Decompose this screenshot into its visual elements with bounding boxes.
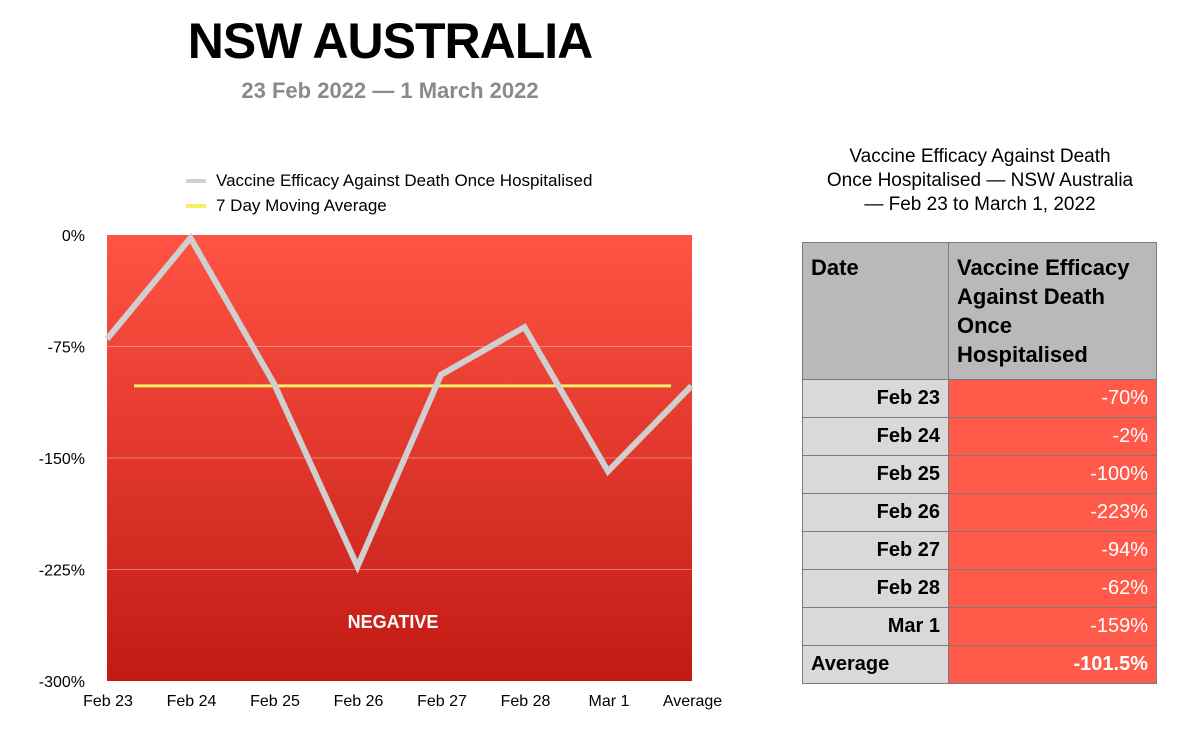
negative-annotation: NEGATIVE [348, 612, 439, 632]
efficacy-line [104, 232, 694, 574]
x-tick-label: Feb 23 [83, 693, 133, 710]
line-chart: 0% -75% -150% -225% -300% Feb 23 Feb 24 Feb 25… [39, 228, 723, 710]
efficacy-table: Date Vaccine Efficacy Against Death Once… [802, 242, 1157, 684]
legend-swatch-average [186, 203, 206, 208]
date-cell: Feb 26 [802, 493, 949, 532]
x-tick-label: Feb 26 [334, 693, 384, 710]
date-cell: Feb 27 [802, 531, 949, 570]
x-axis-ticks: Feb 23 Feb 24 Feb 25 Feb 26 Feb 27 Feb 28 Mar … [83, 693, 722, 710]
date-column-header: Date [802, 242, 949, 380]
table-row: Feb 23 -70% [802, 379, 1157, 418]
x-tick-label: Average [663, 693, 722, 710]
efficacy-value-cell: -70% [948, 379, 1157, 418]
efficacy-column-header: Vaccine Efficacy Against Death Once Hosp… [948, 242, 1157, 380]
plot-area [107, 235, 692, 681]
date-cell: Average [802, 645, 949, 684]
efficacy-value-cell: -159% [948, 607, 1157, 646]
legend-item-efficacy: Vaccine Efficacy Against Death Once Hosp… [186, 168, 592, 193]
table-row: Mar 1 -159% [802, 607, 1157, 646]
chart-series [104, 232, 694, 574]
caption-line: — Feb 23 to March 1, 2022 [864, 194, 1096, 215]
legend-label-efficacy: Vaccine Efficacy Against Death Once Hosp… [216, 170, 593, 190]
date-cell: Feb 24 [802, 417, 949, 456]
efficacy-value-cell: -2% [948, 417, 1157, 456]
caption-line: Once Hospitalised — NSW Australia [826, 170, 1134, 191]
table-row: Feb 28 -62% [802, 569, 1157, 608]
efficacy-value-cell: -62% [948, 569, 1157, 608]
legend-item-average: 7 Day Moving Average [186, 193, 592, 218]
table-row: Average -101.5% [802, 645, 1157, 684]
date-cell: Mar 1 [802, 607, 949, 646]
legend-swatch-efficacy [186, 178, 206, 183]
x-tick-label: Mar 1 [589, 693, 630, 710]
caption-line: Vaccine Efficacy Against Death [849, 146, 1111, 167]
x-tick-label: Feb 27 [417, 693, 467, 710]
table-row: Feb 27 -94% [802, 531, 1157, 570]
table-row: Feb 24 -2% [802, 417, 1157, 456]
page-title: NSW AUSTRALIA [187, 13, 594, 69]
efficacy-value-cell: -101.5% [948, 645, 1157, 684]
gridlines [107, 346, 692, 570]
y-axis-ticks: 0% -75% -150% -225% -300% [39, 228, 85, 691]
chart-legend: Vaccine Efficacy Against Death Once Hosp… [186, 168, 592, 218]
x-tick-label: Feb 28 [501, 693, 551, 710]
y-tick-label: -75% [48, 340, 85, 357]
efficacy-value-cell: -100% [948, 455, 1157, 494]
y-tick-label: -300% [39, 674, 85, 691]
table-row: Feb 25 -100% [802, 455, 1157, 494]
efficacy-value-cell: -223% [948, 493, 1157, 532]
table-caption: Vaccine Efficacy Against Death Once Hosp… [790, 145, 1170, 217]
y-tick-label: 0% [62, 228, 85, 245]
legend-label-average: 7 Day Moving Average [216, 195, 387, 215]
date-cell: Feb 23 [802, 379, 949, 418]
efficacy-value-cell: -94% [948, 531, 1157, 570]
date-range-subtitle: 23 Feb 2022 — 1 March 2022 [241, 78, 539, 103]
x-tick-label: Feb 24 [167, 693, 217, 710]
y-tick-label: -225% [39, 563, 85, 580]
date-cell: Feb 25 [802, 455, 949, 494]
date-cell: Feb 28 [802, 569, 949, 608]
table-row: Feb 26 -223% [802, 493, 1157, 532]
x-tick-label: Feb 25 [250, 693, 300, 710]
y-tick-label: -150% [39, 451, 85, 468]
